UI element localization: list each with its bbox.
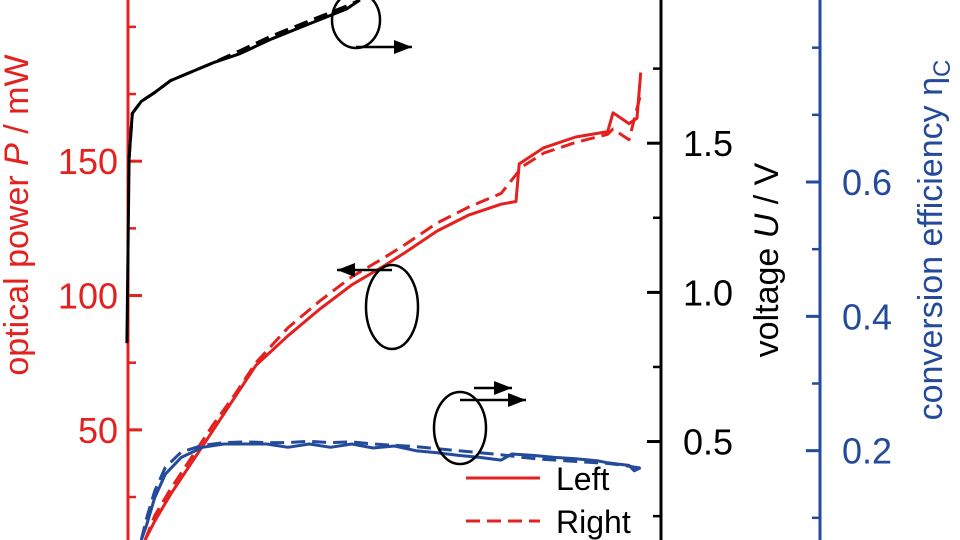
power-axis-title: optical power P / mW [0,54,36,375]
legend-label-left: Left [556,461,609,497]
efficiency-axis: 0.2 0.4 0.6 [806,0,892,540]
series-power-dashed [143,93,643,540]
annotation-efficiency-arrowhead [508,393,526,407]
annotation-voltage-ellipse [330,0,382,50]
annotation-efficiency-arrowhead-2 [494,381,512,395]
annotation-voltage-arrowhead [394,40,412,54]
annotation-efficiency [432,381,526,466]
annotation-power-ellipse [364,263,420,351]
efficiency-tick-label: 0.6 [842,162,892,203]
legend-entry-left: Left [466,461,609,497]
series-voltage-solid [125,0,361,344]
power-tick-label: 150 [58,141,118,182]
efficiency-axis-title: conversion efficiency ηC [912,60,956,421]
series-voltage-dashed [127,0,361,159]
series-efficiency-dashed [139,439,641,540]
annotation-layer [330,0,526,466]
efficiency-tick-label: 0.4 [842,296,892,337]
power-tick-label: 50 [78,410,118,451]
voltage-tick-label: 0.5 [683,422,733,463]
series-efficiency-solid [139,442,642,540]
efficiency-tick-label: 0.2 [842,431,892,472]
series-layer [125,0,643,540]
series-power-solid [143,72,643,540]
annotation-power [337,263,420,351]
annotation-power-arrowhead [337,263,355,277]
annotation-efficiency-ellipse [432,390,488,466]
power-tick-label: 100 [58,276,118,317]
legend-entry-right: Right [466,504,631,540]
voltage-axis-title: voltage U / V [748,162,786,357]
legend: Left Right [466,461,631,540]
voltage-tick-label: 1.0 [683,272,733,313]
power-axis: 50 100 150 [58,0,142,540]
legend-label-right: Right [556,504,631,540]
voltage-tick-label: 1.5 [683,123,733,164]
annotation-voltage [330,0,412,54]
voltage-axis: 0.5 1.0 1.5 [647,0,733,540]
